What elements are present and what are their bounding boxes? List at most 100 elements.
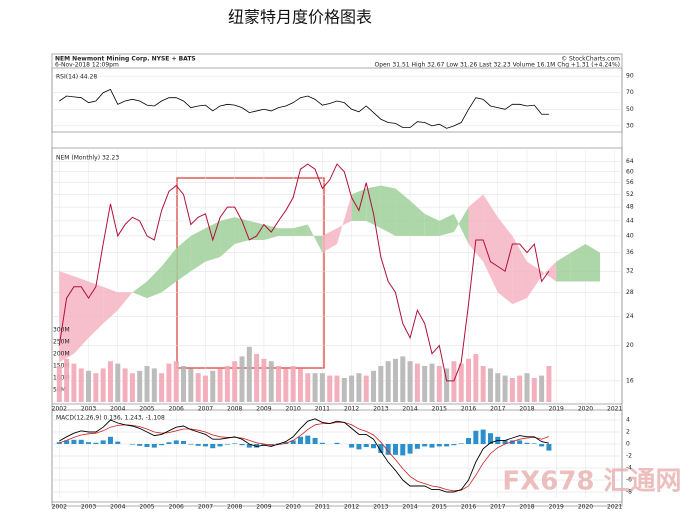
histogram-bar — [312, 438, 318, 444]
volume-bar — [444, 368, 450, 402]
histogram-bar — [217, 444, 223, 447]
y-tick-label: -8 — [626, 489, 632, 496]
highlight-box — [176, 177, 325, 369]
volume-bar — [159, 373, 165, 402]
x-tick-label: 2008 — [227, 504, 242, 511]
cloud-segment — [512, 235, 527, 305]
volume-bar — [414, 363, 420, 402]
volume-bar — [312, 373, 318, 402]
x-tick-label: 2017 — [490, 504, 505, 511]
y-tick-label: 2 — [626, 429, 630, 436]
volume-bar — [217, 368, 223, 402]
volume-bar — [261, 358, 267, 402]
cloud-segment — [424, 213, 440, 236]
y-tick-label: 40 — [626, 232, 634, 239]
cloud-segment — [439, 213, 454, 236]
histogram-bar — [100, 440, 106, 444]
volume-bar — [246, 346, 252, 402]
x-tick-label: 2021 — [607, 406, 622, 413]
volume-bar — [239, 356, 245, 402]
cloud-segment — [132, 281, 147, 299]
volume-bar — [458, 363, 464, 402]
histogram-bar — [129, 444, 135, 445]
volume-bar — [232, 361, 238, 402]
volume-bar — [144, 366, 150, 402]
volume-bar — [78, 368, 84, 402]
histogram-bar — [429, 444, 435, 448]
y-tick-label: 48 — [626, 204, 634, 211]
y-tick-label: 56 — [626, 179, 634, 186]
x-tick-label: 2009 — [256, 504, 271, 511]
cloud-segment — [103, 286, 118, 324]
x-tick-label: 2020 — [578, 406, 593, 413]
cloud-segment — [585, 244, 601, 282]
volume-tick-label: 200M — [53, 351, 70, 358]
histogram-bar — [385, 444, 391, 455]
quote: Open 31.51 High 32.67 Low 31.26 Last 32.… — [374, 62, 620, 69]
histogram-bar — [407, 444, 413, 454]
histogram-bar — [290, 440, 296, 444]
watermark: FX678 汇通网 — [502, 467, 681, 497]
histogram-bar — [305, 435, 311, 444]
histogram-bar — [392, 444, 398, 455]
histogram-bar — [356, 444, 362, 450]
cloud-segment — [395, 188, 411, 236]
volume-tick-label: 250M — [53, 339, 70, 346]
y-tick-label: 64 — [626, 158, 634, 165]
cloud-segment — [234, 217, 250, 245]
volume-bar — [392, 358, 398, 402]
volume-bar — [93, 373, 99, 402]
cloud-segment — [190, 228, 206, 272]
volume-bar — [371, 370, 377, 402]
x-tick-label: 2005 — [139, 504, 154, 511]
volume-bar — [400, 356, 406, 402]
x-tick-label: 2010 — [286, 406, 301, 413]
x-tick-label: 2003 — [81, 406, 96, 413]
x-tick-label: 2012 — [344, 406, 359, 413]
y-tick-label: 16 — [626, 377, 634, 384]
x-tick-label: 2011 — [315, 406, 330, 413]
x-tick-label: 2016 — [461, 406, 476, 413]
volume-bar — [319, 373, 325, 402]
y-tick-label: 36 — [626, 249, 634, 256]
y-tick-label: 70 — [626, 89, 634, 96]
histogram-bar — [78, 439, 84, 444]
volume-bar — [122, 368, 128, 402]
symbol: NEM Newmont Mining Corp. NYSE + BATS — [55, 56, 196, 63]
volume-bar — [100, 368, 106, 402]
x-tick-label: 2007 — [198, 406, 213, 413]
volume-bar — [283, 368, 289, 402]
cloud-segment — [278, 228, 294, 236]
histogram-bar — [531, 443, 537, 444]
y-tick-label: 0 — [626, 441, 630, 448]
cloud-segment — [73, 276, 89, 354]
x-tick-label: 2002 — [52, 504, 67, 511]
histogram-bar — [188, 444, 194, 445]
macd-line — [59, 418, 550, 493]
histogram-bar — [444, 444, 450, 447]
histogram-bar — [210, 444, 216, 449]
volume-bar — [166, 363, 172, 402]
histogram-bar — [378, 444, 384, 453]
x-tick-label: 2014 — [402, 406, 417, 413]
cloud-segment — [556, 252, 571, 282]
cloud-segment — [117, 292, 133, 311]
cloud-segment — [88, 281, 104, 338]
date: 6-Nov-2018 12:09pm — [55, 62, 119, 69]
cloud-segment — [293, 224, 308, 236]
histogram-bar — [458, 443, 464, 444]
histogram-bar — [144, 444, 150, 447]
volume-bar — [254, 354, 260, 402]
x-tick-label: 2016 — [461, 504, 476, 511]
cloud-segment — [220, 217, 235, 258]
histogram-bar — [319, 442, 325, 444]
cloud-segment — [497, 217, 513, 305]
volume-bar — [378, 366, 384, 402]
credit: © StockCharts.com — [561, 56, 620, 63]
volume-bar — [276, 366, 282, 402]
volume-bar — [429, 363, 435, 402]
histogram-bar — [181, 441, 187, 444]
x-tick-label: 2005 — [139, 406, 154, 413]
volume-bar — [195, 373, 201, 402]
